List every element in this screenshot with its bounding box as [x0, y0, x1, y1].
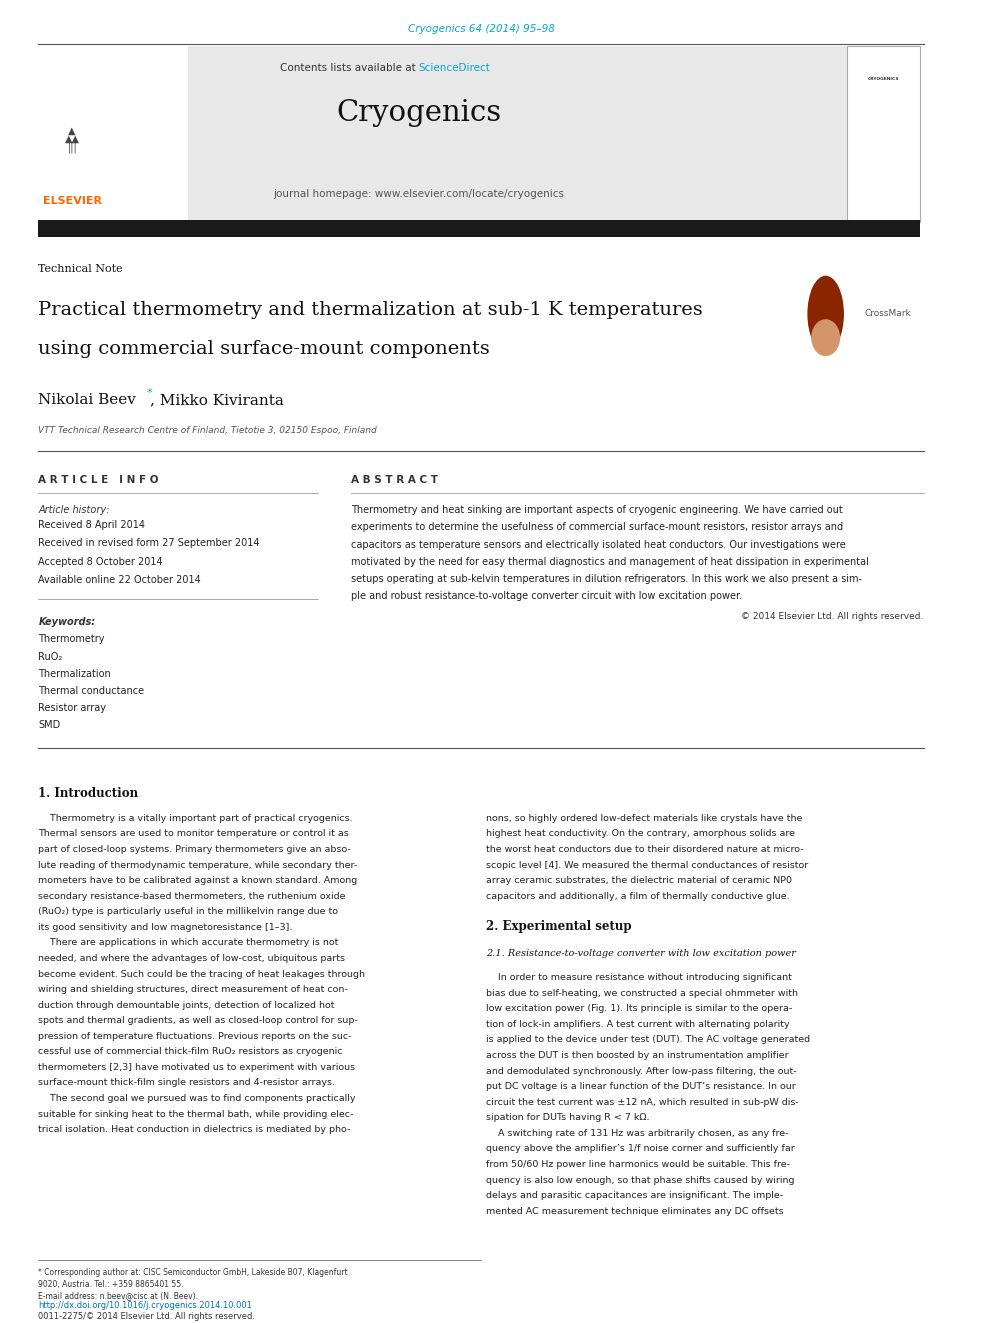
Text: Cryogenics 64 (2014) 95–98: Cryogenics 64 (2014) 95–98 [408, 24, 555, 34]
Text: Received in revised form 27 September 2014: Received in revised form 27 September 20… [39, 538, 260, 548]
Text: mometers have to be calibrated against a known standard. Among: mometers have to be calibrated against a… [39, 876, 358, 885]
Text: setups operating at sub-kelvin temperatures in dilution refrigerators. In this w: setups operating at sub-kelvin temperatu… [351, 574, 862, 583]
Text: 1. Introduction: 1. Introduction [39, 787, 139, 800]
Text: is applied to the device under test (DUT). The AC voltage generated: is applied to the device under test (DUT… [486, 1036, 810, 1044]
Text: VTT Technical Research Centre of Finland, Tietotie 3, 02150 Espoo, Finland: VTT Technical Research Centre of Finland… [39, 426, 377, 435]
Text: tion of lock-in amplifiers. A test current with alternating polarity: tion of lock-in amplifiers. A test curre… [486, 1020, 790, 1029]
Text: spots and thermal gradients, as well as closed-loop control for sup-: spots and thermal gradients, as well as … [39, 1016, 358, 1025]
Text: Resistor array: Resistor array [39, 703, 106, 713]
Text: ple and robust resistance-to-voltage converter circuit with low excitation power: ple and robust resistance-to-voltage con… [351, 591, 742, 601]
Text: Keywords:: Keywords: [39, 618, 95, 627]
Text: trical isolation. Heat conduction in dielectrics is mediated by pho-: trical isolation. Heat conduction in die… [39, 1125, 351, 1134]
Text: , Mikko Kiviranta: , Mikko Kiviranta [150, 393, 284, 407]
Text: In order to measure resistance without introducing significant: In order to measure resistance without i… [486, 974, 792, 982]
Text: Practical thermometry and thermalization at sub-1 K temperatures: Practical thermometry and thermalization… [39, 300, 703, 319]
Text: RuO₂: RuO₂ [39, 652, 62, 662]
Text: the worst heat conductors due to their disordered nature at micro-: the worst heat conductors due to their d… [486, 845, 804, 855]
FancyBboxPatch shape [39, 46, 847, 222]
Text: suitable for sinking heat to the thermal bath, while providing elec-: suitable for sinking heat to the thermal… [39, 1110, 354, 1119]
Text: SMD: SMD [39, 720, 61, 730]
Ellipse shape [811, 319, 840, 356]
Text: thermometers [2,3] have motivated us to experiment with various: thermometers [2,3] have motivated us to … [39, 1062, 355, 1072]
Text: Thermalization: Thermalization [39, 669, 111, 679]
Text: Accepted 8 October 2014: Accepted 8 October 2014 [39, 557, 163, 566]
Text: Thermal sensors are used to monitor temperature or control it as: Thermal sensors are used to monitor temp… [39, 830, 349, 839]
Text: bias due to self-heating, we constructed a special ohmmeter with: bias due to self-heating, we constructed… [486, 988, 798, 998]
Text: low excitation power (Fig. 1). Its principle is similar to the opera-: low excitation power (Fig. 1). Its princ… [486, 1004, 793, 1013]
Text: 0011-2275/© 2014 Elsevier Ltd. All rights reserved.: 0011-2275/© 2014 Elsevier Ltd. All right… [39, 1312, 256, 1322]
Text: CRYOGENICS: CRYOGENICS [868, 77, 899, 81]
Text: motivated by the need for easy thermal diagnostics and management of heat dissip: motivated by the need for easy thermal d… [351, 557, 869, 566]
Text: E-mail address: n.beev@cisc.at (N. Beev).: E-mail address: n.beev@cisc.at (N. Beev)… [39, 1291, 198, 1301]
Text: mented AC measurement technique eliminates any DC offsets: mented AC measurement technique eliminat… [486, 1207, 784, 1216]
Text: quency above the amplifier’s 1/f noise corner and sufficiently far: quency above the amplifier’s 1/f noise c… [486, 1144, 795, 1154]
Text: Received 8 April 2014: Received 8 April 2014 [39, 520, 146, 529]
Text: cessful use of commercial thick-film RuO₂ resistors as cryogenic: cessful use of commercial thick-film RuO… [39, 1048, 343, 1056]
Text: A switching rate of 131 Hz was arbitrarily chosen, as any fre-: A switching rate of 131 Hz was arbitrari… [486, 1129, 789, 1138]
Text: across the DUT is then boosted by an instrumentation amplifier: across the DUT is then boosted by an ins… [486, 1050, 789, 1060]
Text: become evident. Such could be the tracing of heat leakages through: become evident. Such could be the tracin… [39, 970, 365, 979]
Text: ScienceDirect: ScienceDirect [419, 64, 490, 73]
Text: The second goal we pursued was to find components practically: The second goal we pursued was to find c… [39, 1094, 356, 1103]
Text: quency is also low enough, so that phase shifts caused by wiring: quency is also low enough, so that phase… [486, 1176, 795, 1184]
Text: There are applications in which accurate thermometry is not: There are applications in which accurate… [39, 938, 339, 947]
FancyBboxPatch shape [847, 46, 920, 222]
Text: pression of temperature fluctuations. Previous reports on the suc-: pression of temperature fluctuations. Pr… [39, 1032, 352, 1041]
Text: Nikolai Beev: Nikolai Beev [39, 393, 136, 407]
Text: scopic level [4]. We measured the thermal conductances of resistor: scopic level [4]. We measured the therma… [486, 860, 808, 869]
Text: highest heat conductivity. On the contrary, amorphous solids are: highest heat conductivity. On the contra… [486, 830, 795, 839]
Text: part of closed-loop systems. Primary thermometers give an abso-: part of closed-loop systems. Primary the… [39, 845, 351, 855]
Text: Cryogenics: Cryogenics [336, 99, 501, 127]
Text: * Corresponding author at: CISC Semiconductor GmbH, Lakeside B07, Klagenfurt: * Corresponding author at: CISC Semicond… [39, 1267, 348, 1277]
Text: lute reading of thermodynamic temperature, while secondary ther-: lute reading of thermodynamic temperatur… [39, 860, 358, 869]
Text: http://dx.doi.org/10.1016/j.cryogenics.2014.10.001: http://dx.doi.org/10.1016/j.cryogenics.2… [39, 1301, 252, 1310]
Text: delays and parasitic capacitances are insignificant. The imple-: delays and parasitic capacitances are in… [486, 1191, 783, 1200]
Text: Thermometry: Thermometry [39, 635, 105, 644]
Text: Contents lists available at: Contents lists available at [280, 64, 419, 73]
Text: sipation for DUTs having R < 7 kΩ.: sipation for DUTs having R < 7 kΩ. [486, 1114, 650, 1122]
Text: from 50/60 Hz power line harmonics would be suitable. This fre-: from 50/60 Hz power line harmonics would… [486, 1160, 790, 1170]
Text: experiments to determine the usefulness of commercial surface-mount resistors, r: experiments to determine the usefulness … [351, 523, 843, 532]
Text: surface-mount thick-film single resistors and 4-resistor arrays.: surface-mount thick-film single resistor… [39, 1078, 335, 1088]
Bar [39, 46, 187, 222]
Text: 9020, Austria. Tel.: +359 8865401 55.: 9020, Austria. Tel.: +359 8865401 55. [39, 1279, 184, 1289]
Text: (RuO₂) type is particularly useful in the millikelvin range due to: (RuO₂) type is particularly useful in th… [39, 908, 338, 917]
Text: circuit the test current was ±12 nA, which resulted in sub-pW dis-: circuit the test current was ±12 nA, whi… [486, 1098, 799, 1107]
Text: A B S T R A C T: A B S T R A C T [351, 475, 438, 484]
Text: ▲
▲▲
|||: ▲ ▲▲ ||| [64, 126, 79, 152]
Text: *: * [146, 388, 152, 398]
Text: 2. Experimental setup: 2. Experimental setup [486, 921, 632, 934]
Ellipse shape [807, 275, 844, 352]
Text: ELSEVIER: ELSEVIER [43, 196, 101, 205]
Text: needed, and where the advantages of low-cost, ubiquitous parts: needed, and where the advantages of low-… [39, 954, 345, 963]
Text: CrossMark: CrossMark [864, 310, 911, 319]
Text: wiring and shielding structures, direct measurement of heat con-: wiring and shielding structures, direct … [39, 986, 348, 994]
Text: capacitors and additionally, a film of thermally conductive glue.: capacitors and additionally, a film of t… [486, 892, 790, 901]
Text: Thermometry and heat sinking are important aspects of cryogenic engineering. We : Thermometry and heat sinking are importa… [351, 505, 843, 515]
Text: duction through demountable joints, detection of localized hot: duction through demountable joints, dete… [39, 1000, 335, 1009]
Text: A R T I C L E   I N F O: A R T I C L E I N F O [39, 475, 159, 484]
Text: and demodulated synchronously. After low-pass filtering, the out-: and demodulated synchronously. After low… [486, 1066, 797, 1076]
Text: © 2014 Elsevier Ltd. All rights reserved.: © 2014 Elsevier Ltd. All rights reserved… [741, 613, 924, 620]
Text: using commercial surface-mount components: using commercial surface-mount component… [39, 340, 490, 359]
Text: Article history:: Article history: [39, 505, 110, 515]
Text: journal homepage: www.elsevier.com/locate/cryogenics: journal homepage: www.elsevier.com/locat… [273, 189, 564, 198]
Text: array ceramic substrates, the dielectric material of ceramic NP0: array ceramic substrates, the dielectric… [486, 876, 792, 885]
Text: capacitors as temperature sensors and electrically isolated heat conductors. Our: capacitors as temperature sensors and el… [351, 540, 846, 549]
Text: Thermometry is a vitally important part of practical cryogenics.: Thermometry is a vitally important part … [39, 814, 353, 823]
Text: Available online 22 October 2014: Available online 22 October 2014 [39, 576, 201, 585]
Text: Technical Note: Technical Note [39, 263, 123, 274]
Text: its good sensitivity and low magnetoresistance [1–3].: its good sensitivity and low magnetoresi… [39, 923, 293, 931]
Text: put DC voltage is a linear function of the DUT’s resistance. In our: put DC voltage is a linear function of t… [486, 1082, 796, 1091]
Text: 2.1. Resistance-to-voltage converter with low excitation power: 2.1. Resistance-to-voltage converter wit… [486, 950, 796, 958]
Bar [39, 221, 920, 237]
Text: nons, so highly ordered low-defect materials like crystals have the: nons, so highly ordered low-defect mater… [486, 814, 803, 823]
Text: Thermal conductance: Thermal conductance [39, 685, 145, 696]
Text: secondary resistance-based thermometers, the ruthenium oxide: secondary resistance-based thermometers,… [39, 892, 346, 901]
